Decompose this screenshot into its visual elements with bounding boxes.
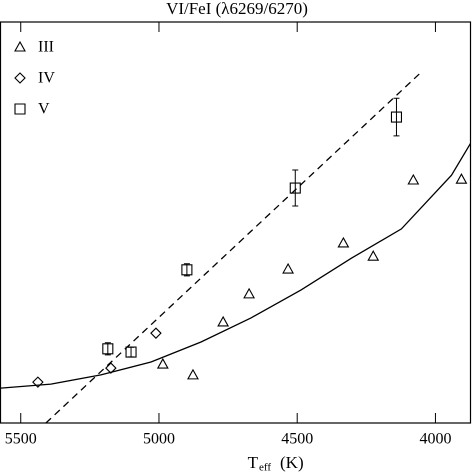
plot-frame xyxy=(0,21,472,424)
fit-line xyxy=(45,71,422,423)
x-axis-label-unit: (K) xyxy=(280,453,304,472)
point xyxy=(243,287,256,299)
point xyxy=(390,111,403,123)
legend-label: V xyxy=(38,101,50,118)
point xyxy=(105,362,117,374)
point xyxy=(181,264,193,276)
point xyxy=(289,182,301,194)
x-axis-label: T xyxy=(248,453,259,472)
point xyxy=(187,368,199,380)
x-tick-label: 5500 xyxy=(5,431,37,448)
point xyxy=(337,236,350,248)
point xyxy=(32,376,44,388)
legend-marker xyxy=(14,40,26,52)
point xyxy=(455,173,468,184)
error-bar xyxy=(104,342,111,356)
x-tick-label: 4500 xyxy=(281,431,313,448)
point xyxy=(125,346,137,358)
point xyxy=(156,357,169,369)
chart-title: VI/FeI (λ6269/6270) xyxy=(166,0,308,18)
x-tick-label: 5000 xyxy=(143,431,175,448)
point xyxy=(150,327,162,339)
legend-label: III xyxy=(38,39,54,56)
x-axis-label-sub: eff xyxy=(259,462,271,474)
legend-marker xyxy=(14,72,26,84)
legend-marker xyxy=(14,103,26,115)
x-tick-label: 4000 xyxy=(419,431,451,448)
point xyxy=(282,262,295,274)
point xyxy=(407,173,420,185)
point xyxy=(367,250,380,261)
legend-label: IV xyxy=(38,70,55,87)
point xyxy=(102,343,114,355)
error-bar xyxy=(128,346,135,358)
error-bar xyxy=(183,263,190,277)
error-bar xyxy=(393,97,400,137)
error-bar xyxy=(292,169,299,207)
fit-line xyxy=(0,142,470,389)
point xyxy=(217,315,230,327)
